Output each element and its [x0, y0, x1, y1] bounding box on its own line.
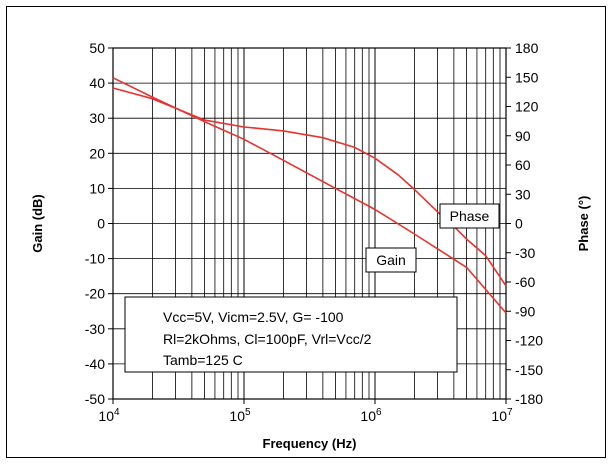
left-tick-label: -40: [85, 356, 105, 372]
left-tick-label: -10: [85, 251, 105, 267]
gain-label: Gain: [376, 252, 406, 268]
left-axis-title: Gain (dB): [30, 194, 45, 253]
right-tick-label: 120: [515, 99, 539, 115]
phase-label: Phase: [450, 208, 490, 224]
right-tick-label: -120: [515, 333, 543, 349]
left-tick-label: -50: [85, 391, 105, 407]
series-phase-line: [112, 87, 507, 287]
x-tick-exponent: 7: [507, 407, 513, 418]
right-tick-label: -30: [515, 245, 535, 261]
left-tick-label: 40: [89, 75, 105, 91]
right-tick-label: 30: [515, 186, 531, 202]
right-tick-label: 0: [515, 216, 523, 232]
x-tick-label: 104: [98, 407, 120, 424]
right-tick-label: 180: [515, 40, 539, 56]
conditions-line-1: Vcc=5V, Vicm=2.5V, G= -100: [163, 309, 344, 325]
x-tick-exponent: 5: [245, 407, 251, 418]
conditions-line-3: Tamb=125 C: [163, 352, 243, 368]
x-axis-title: Frequency (Hz): [263, 436, 357, 451]
left-tick-label: -20: [85, 286, 105, 302]
right-tick-label: -180: [515, 391, 543, 407]
right-axis-ticks: 180 150 120 90 60 30 0 -30 -60 -90 -120 -150 -180: [506, 40, 543, 407]
right-tick-label: -90: [515, 303, 535, 319]
phase-label-box: [439, 203, 500, 229]
left-tick-label: 20: [89, 145, 105, 161]
right-tick-label: -60: [515, 274, 535, 290]
x-tick-label: 107: [491, 407, 513, 424]
right-tick-label: 60: [515, 157, 531, 173]
x-tick-label: 106: [360, 407, 382, 424]
right-tick-label: -150: [515, 362, 543, 378]
right-tick-label: 90: [515, 128, 531, 144]
left-tick-label: 30: [89, 110, 105, 126]
left-tick-label: 50: [89, 40, 105, 56]
series-gain-line: [112, 77, 507, 314]
curves: [112, 77, 507, 314]
conditions-line-2: Rl=2kOhms, Cl=100pF, Vrl=Vcc/2: [163, 331, 372, 347]
x-axis-ticks: 104 105 106 107: [98, 399, 513, 424]
x-tick-exponent: 6: [376, 407, 382, 418]
right-axis-title: Phase (°): [576, 196, 591, 252]
x-tick-label: 105: [229, 407, 251, 424]
x-tick-exponent: 4: [114, 407, 120, 418]
left-tick-label: 10: [89, 180, 105, 196]
left-tick-label: 0: [97, 216, 105, 232]
gain-label-box: [365, 247, 417, 273]
conditions-box: [124, 296, 458, 373]
left-tick-label: -30: [85, 321, 105, 337]
left-axis-ticks: 50 40 30 20 10 0 -10 -20 -30 -40 -50: [85, 40, 113, 407]
right-tick-label: 150: [515, 69, 539, 85]
